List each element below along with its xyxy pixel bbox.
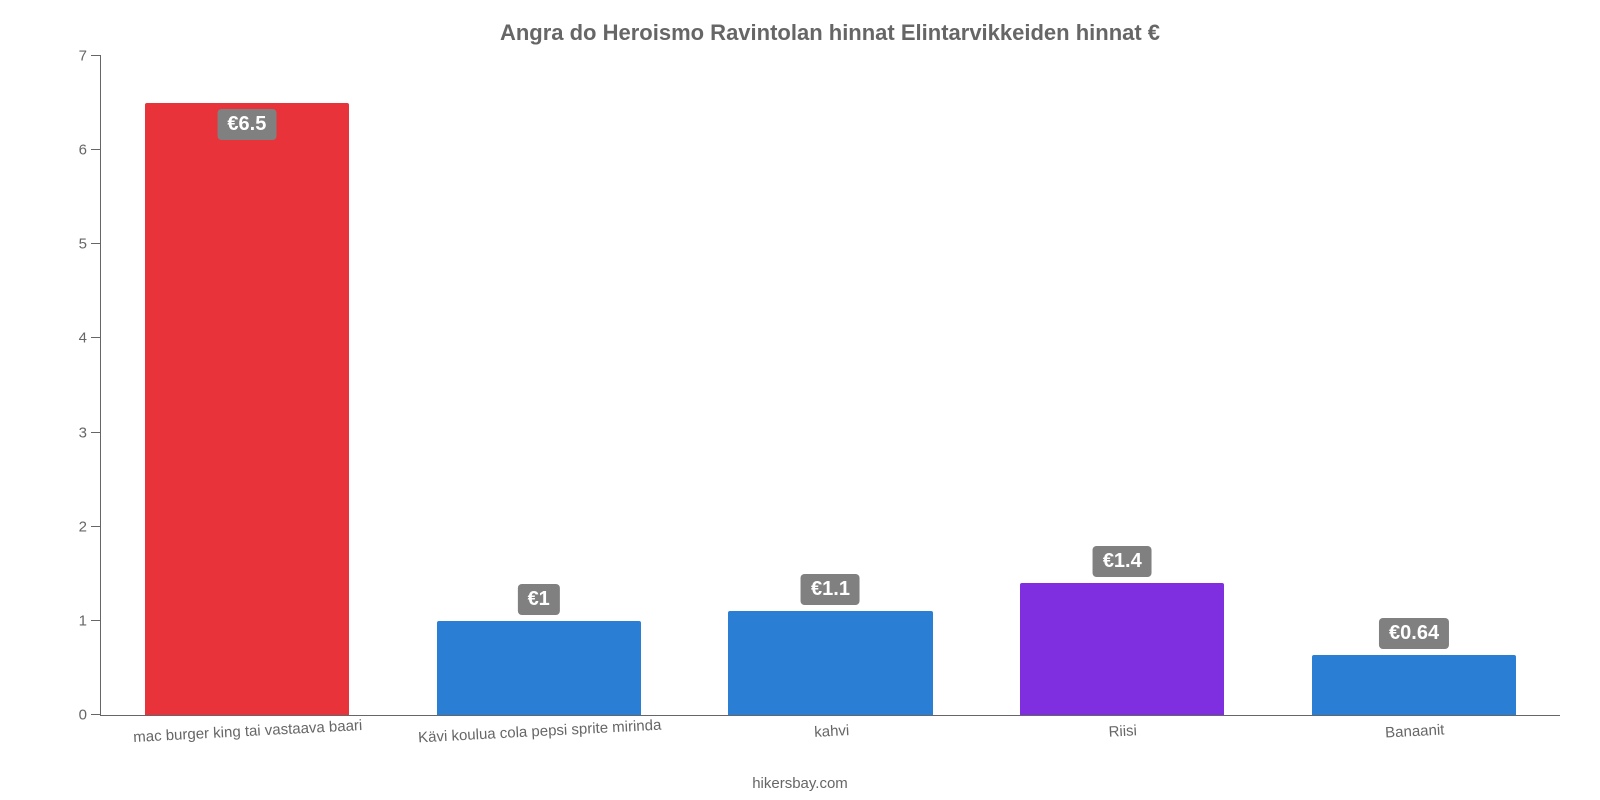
bar-value-label: €1.4 (1093, 546, 1152, 577)
chart-title: Angra do Heroismo Ravintolan hinnat Elin… (100, 20, 1560, 46)
price-bar-chart: Angra do Heroismo Ravintolan hinnat Elin… (0, 0, 1600, 800)
bar-value-label: €1 (518, 584, 560, 615)
y-tick-label: 3 (79, 424, 101, 441)
y-tick-label: 0 (79, 707, 101, 724)
bar: €6.5 (145, 103, 349, 715)
bar: €1.1 (728, 611, 932, 715)
bar-value-label: €1.1 (801, 574, 860, 605)
bar-slot: €1 (393, 56, 685, 715)
chart-credit: hikersbay.com (752, 775, 848, 792)
bar-slot: €1.1 (685, 56, 977, 715)
bar-slot: €6.5 (101, 56, 393, 715)
bar: €1 (437, 621, 641, 715)
y-tick-label: 4 (79, 330, 101, 347)
bar-value-label: €0.64 (1379, 618, 1449, 649)
bar: €1.4 (1020, 583, 1224, 715)
y-tick-label: 6 (79, 142, 101, 159)
bar-slot: €0.64 (1268, 56, 1560, 715)
x-labels-row: mac burger king tai vastaava baariKävi k… (101, 715, 1560, 740)
y-tick-label: 1 (79, 612, 101, 629)
y-tick-label: 5 (79, 236, 101, 253)
y-tick-label: 2 (79, 518, 101, 535)
bars-row: €6.5 €1 €1.1 €1.4 €0.64 (101, 56, 1560, 715)
bar: €0.64 (1312, 655, 1516, 715)
plot-area: €6.5€1€1.1€1.4€0.64 mac burger king tai … (100, 56, 1560, 716)
bar-value-label: €6.5 (217, 109, 276, 140)
bar-slot: €1.4 (976, 56, 1268, 715)
y-tick-label: 7 (79, 48, 101, 65)
